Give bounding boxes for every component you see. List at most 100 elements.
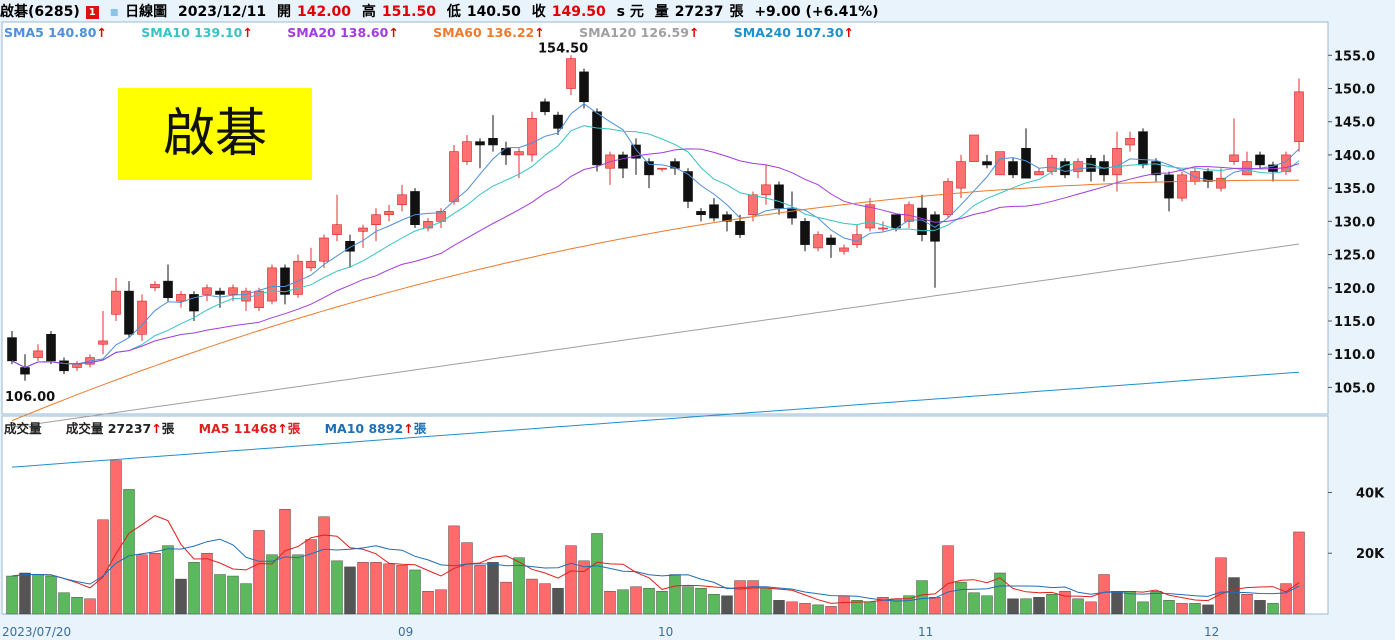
volume-bar (1137, 601, 1149, 615)
price-tick-label: 155.0 (1334, 49, 1375, 64)
volume-bar (669, 574, 681, 615)
candle-body (709, 204, 719, 219)
candle-body (20, 367, 30, 375)
volume-legend: 成交量 成交量 27237↑張 MA5 11468↑張 MA10 8892↑張 (4, 418, 446, 437)
candle-body (46, 333, 56, 362)
candle-body (150, 284, 160, 289)
volume-bar (812, 604, 824, 615)
candle-body (1229, 154, 1239, 162)
legend-sma5[interactable]: SMA5 140.80↑ (4, 25, 107, 40)
volume-bar (162, 545, 174, 615)
price-annotation: 106.00 (5, 390, 55, 405)
candle-body (1203, 171, 1213, 182)
legend-sma120[interactable]: SMA120 126.59↑ (579, 25, 700, 40)
sma120-line (11, 243, 1300, 428)
legend-sma10[interactable]: SMA10 139.10↑ (141, 25, 253, 40)
volume-value: 27237 (674, 4, 724, 20)
candle-body (852, 234, 862, 245)
candle-body (1125, 138, 1135, 146)
legend-vol-ma10[interactable]: MA10 8892↑張 (324, 421, 427, 436)
volume-bar (1202, 604, 1214, 615)
volume-bar (552, 587, 564, 615)
candle-body (930, 214, 940, 242)
sma10-line (11, 125, 1300, 369)
candle-body (735, 221, 745, 235)
candle-body (748, 194, 758, 216)
chart-period[interactable]: 日線圖 (125, 4, 168, 20)
volume-panel (1, 415, 1329, 615)
legend-sma60[interactable]: SMA60 136.22↑ (433, 25, 545, 40)
volume-bar (71, 597, 83, 615)
candle-body (358, 227, 368, 232)
date-label: 10 (658, 625, 673, 639)
volume-bar (734, 580, 746, 615)
candle-body (1060, 161, 1070, 176)
volume-ma5-line (11, 515, 1300, 604)
price-tick-label: 125.0 (1334, 249, 1375, 264)
volume-bar (539, 583, 551, 615)
legend-volume[interactable]: 成交量 27237↑張 (65, 421, 175, 436)
volume-unit: 張 (729, 4, 744, 20)
volume-bar (1033, 597, 1045, 615)
volume-bar (955, 581, 967, 615)
candle-body (410, 191, 420, 225)
volume-bar (175, 578, 187, 615)
volume-bar (981, 595, 993, 615)
candle-body (280, 267, 290, 295)
volume-bar (253, 530, 265, 615)
volume-bar (188, 562, 200, 615)
legend-sma240[interactable]: SMA240 107.30↑ (733, 25, 855, 40)
volume-bar (942, 545, 954, 615)
arrow-up-icon: ↑ (534, 25, 545, 40)
price-tick-label: 135.0 (1334, 182, 1375, 197)
legend-vol-ma5[interactable]: MA5 11468↑張 (198, 421, 301, 436)
volume-ma10-line (11, 538, 1300, 602)
candle-body (826, 237, 836, 245)
quote-header: 啟碁(6285) 1 ▪ 日線圖 2023/12/11 開 142.00 高 151.5… (0, 0, 1395, 24)
volume-bar (1254, 600, 1266, 615)
volume-bar (760, 587, 772, 615)
volume-bar (1007, 598, 1019, 615)
volume-bar (240, 583, 252, 615)
volume-bar (422, 591, 434, 615)
volume-bar (201, 553, 213, 615)
candle-body (1047, 157, 1057, 172)
price-tick-label: 115.0 (1334, 315, 1375, 330)
candle-body (1294, 91, 1304, 142)
legend-sma20[interactable]: SMA20 138.60↑ (287, 25, 399, 40)
candle-body (592, 111, 602, 166)
volume-bar (851, 600, 863, 615)
candle-body (540, 101, 550, 113)
volume-bar (383, 563, 395, 615)
candle-body (813, 234, 823, 249)
volume-bar (1280, 583, 1292, 615)
quote-date: 2023/12/11 (177, 4, 267, 20)
volume-bar (1111, 591, 1123, 615)
volume-bar (903, 595, 915, 615)
candle-body (267, 267, 277, 302)
volume-bar (617, 589, 629, 615)
volume-bar (435, 589, 447, 615)
candle-body (98, 340, 108, 345)
volume-label: 量 (654, 4, 669, 20)
volume-bar (1189, 603, 1201, 615)
chart-period-icon[interactable]: ▪ (109, 4, 120, 20)
alert-badge[interactable]: 1 (85, 5, 99, 19)
volume-bar (97, 519, 109, 615)
volume-bar (1059, 591, 1071, 615)
candle-body (995, 151, 1005, 176)
candle-body (956, 161, 966, 189)
volume-bar (370, 562, 382, 615)
candle-body (722, 214, 732, 222)
candle-body (579, 71, 589, 103)
candle-body (553, 114, 563, 129)
date-label: 12 (1204, 625, 1219, 639)
price-tick-label: 120.0 (1334, 282, 1375, 297)
volume-bar (916, 580, 928, 615)
candle-body (1164, 174, 1174, 199)
high-value: 151.50 (381, 4, 436, 20)
candle-body (319, 237, 329, 262)
candle-body (488, 138, 498, 146)
candle-body (436, 211, 446, 222)
